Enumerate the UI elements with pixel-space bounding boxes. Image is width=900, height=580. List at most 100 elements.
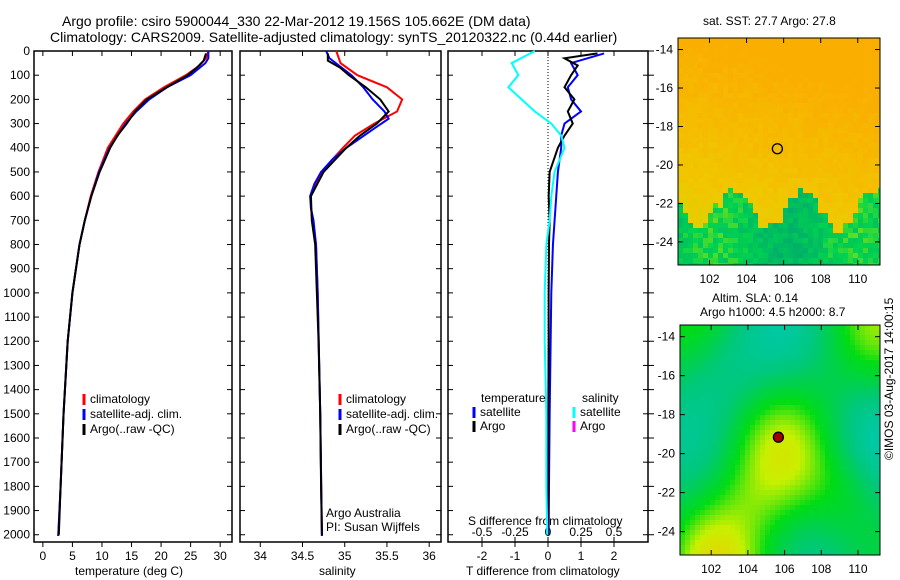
map-cell [778, 53, 783, 58]
map-cell [818, 78, 823, 83]
map-cell [708, 238, 713, 243]
map-cell [745, 400, 750, 405]
map-cell [718, 208, 723, 213]
map-cell [808, 153, 813, 158]
map-cell [698, 173, 703, 178]
map-cell [875, 485, 880, 490]
map-cell [698, 193, 703, 198]
map-cell [740, 325, 745, 330]
map-cell [865, 395, 870, 400]
map-cell [860, 460, 865, 465]
map-cell [800, 450, 805, 455]
map-cell [813, 58, 818, 63]
map-cell [680, 530, 685, 535]
map-cell [825, 345, 830, 350]
map-cell [818, 128, 823, 133]
map-cell [678, 178, 683, 183]
map-cell [718, 78, 723, 83]
map-cell [765, 455, 770, 460]
map-cell [798, 88, 803, 93]
map-cell [765, 445, 770, 450]
map-cell [810, 535, 815, 540]
map-cell [708, 228, 713, 233]
map-cell [820, 520, 825, 525]
map-cell [843, 228, 848, 233]
map-cell [778, 183, 783, 188]
map-x-tick-label: 110 [848, 562, 867, 576]
map-cell [678, 223, 683, 228]
map-cell [680, 390, 685, 395]
map-cell [855, 535, 860, 540]
map-cell [843, 143, 848, 148]
map-cell [803, 78, 808, 83]
map-cell [798, 38, 803, 43]
map-cell [870, 375, 875, 380]
map-cell [748, 108, 753, 113]
map-cell [708, 68, 713, 73]
map-cell [848, 68, 853, 73]
map-cell [793, 198, 798, 203]
map-cell [755, 450, 760, 455]
map-cell [750, 395, 755, 400]
map-cell [745, 395, 750, 400]
map-cell [715, 540, 720, 545]
map-cell [800, 380, 805, 385]
map-cell [840, 435, 845, 440]
map-cell [745, 535, 750, 540]
map-cell [708, 63, 713, 68]
map-cell [838, 98, 843, 103]
map-cell [813, 163, 818, 168]
map-cell [820, 480, 825, 485]
map-cell [723, 238, 728, 243]
map-cell [800, 530, 805, 535]
map-cell [760, 410, 765, 415]
map-cell [763, 168, 768, 173]
map-cell [695, 380, 700, 385]
map-cell [768, 193, 773, 198]
map-cell [790, 540, 795, 545]
map-cell [723, 43, 728, 48]
map-cell [715, 370, 720, 375]
map-cell [828, 243, 833, 248]
map-cell [845, 465, 850, 470]
map-cell [878, 153, 880, 158]
map-cell [865, 360, 870, 365]
map-cell [753, 138, 758, 143]
map-cell [715, 495, 720, 500]
map-cell [840, 550, 845, 555]
map-cell [778, 223, 783, 228]
map-cell [770, 450, 775, 455]
map-cell [755, 510, 760, 515]
map-cell [710, 540, 715, 545]
map-cell [853, 248, 858, 253]
map-cell [878, 68, 880, 73]
map-cell [850, 445, 855, 450]
map-cell [743, 248, 748, 253]
map-cell [768, 248, 773, 253]
map-cell [833, 203, 838, 208]
map-cell [780, 335, 785, 340]
map-cell [815, 455, 820, 460]
map-cell [783, 78, 788, 83]
map-cell [775, 395, 780, 400]
map-cell [810, 415, 815, 420]
map-cell [703, 93, 708, 98]
map-cell [695, 335, 700, 340]
map-cell [828, 208, 833, 213]
map-cell [873, 103, 878, 108]
map-cell [693, 263, 698, 265]
map-cell [870, 450, 875, 455]
map-cell [705, 380, 710, 385]
map-cell [773, 123, 778, 128]
map-cell [838, 253, 843, 258]
map-cell [788, 43, 793, 48]
map-cell [690, 490, 695, 495]
argo-location-marker [771, 143, 784, 155]
map-cell [760, 385, 765, 390]
map-cell [873, 108, 878, 113]
map-cell [758, 243, 763, 248]
map-cell [738, 228, 743, 233]
map-cell [685, 545, 690, 550]
map-cell [823, 228, 828, 233]
map-cell [828, 68, 833, 73]
